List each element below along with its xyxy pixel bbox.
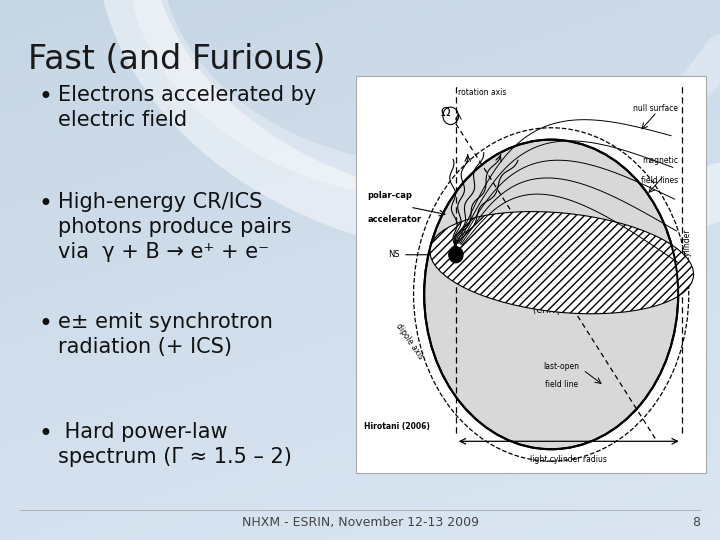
Text: •: • [38,312,52,336]
Text: last-open: last-open [544,362,580,371]
Text: Hirotani (2006): Hirotani (2006) [364,422,430,431]
Text: light cylinder radius: light cylinder radius [531,455,607,464]
Text: outer-gap: outer-gap [533,249,591,260]
Text: •: • [38,422,52,446]
FancyBboxPatch shape [356,76,706,472]
Text: Fast (and Furious): Fast (and Furious) [28,43,325,76]
Ellipse shape [424,140,678,449]
Text: 8: 8 [692,516,700,529]
Text: Hard power-law
spectrum (Γ ≈ 1.5 – 2): Hard power-law spectrum (Γ ≈ 1.5 – 2) [58,422,292,467]
Text: light cylinder: light cylinder [683,230,693,280]
Text: null surface: null surface [633,104,678,113]
Text: rotation axis: rotation axis [458,88,506,97]
Text: field lines: field lines [641,176,678,185]
Text: e± emit synchrotron
radiation (+ ICS): e± emit synchrotron radiation (+ ICS) [58,312,273,357]
Text: field line: field line [545,380,578,389]
Circle shape [449,247,463,262]
Text: accelerator: accelerator [528,278,595,287]
Text: magnetic: magnetic [642,157,678,165]
Text: NS: NS [388,250,400,259]
Text: Electrons accelerated by
electric field: Electrons accelerated by electric field [58,85,316,130]
Text: High-energy CR/ICS
photons produce pairs
via  γ + B → e⁺ + e⁻: High-energy CR/ICS photons produce pairs… [58,192,292,261]
Text: dipole axis: dipole axis [395,322,426,361]
Text: NHXM - ESRIN, November 12-13 2009: NHXM - ESRIN, November 12-13 2009 [241,516,479,529]
Text: polar-cap: polar-cap [368,191,413,200]
Text: •: • [38,85,52,109]
Text: accelerator: accelerator [368,214,422,224]
Text: Ω: Ω [441,106,450,119]
Text: (CHR picture): (CHR picture) [534,306,590,315]
Ellipse shape [430,212,693,314]
Text: •: • [38,192,52,216]
